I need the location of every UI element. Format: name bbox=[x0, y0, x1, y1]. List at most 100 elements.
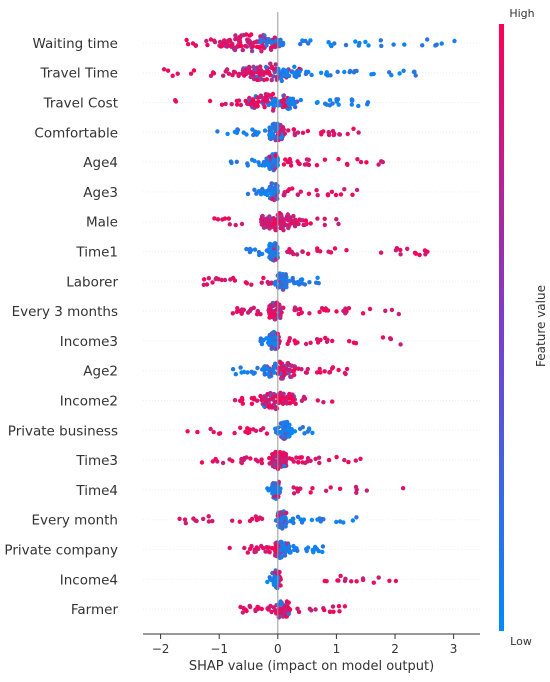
shap-point bbox=[291, 459, 296, 464]
shap-point bbox=[346, 459, 351, 465]
shap-point bbox=[318, 370, 323, 375]
feature-label: Time1 bbox=[75, 245, 118, 261]
shap-point bbox=[405, 246, 410, 251]
shap-point bbox=[342, 187, 347, 192]
shap-point bbox=[227, 545, 232, 551]
shap-point bbox=[268, 135, 273, 140]
shap-point bbox=[278, 524, 283, 529]
shap-point bbox=[278, 546, 284, 552]
shap-point bbox=[277, 570, 282, 575]
shap-point bbox=[249, 516, 255, 522]
shap-point bbox=[195, 429, 200, 435]
shap-point bbox=[273, 250, 278, 255]
shap-point bbox=[273, 153, 278, 158]
shap-point bbox=[393, 248, 399, 253]
shap-point bbox=[273, 426, 278, 431]
shap-point bbox=[267, 222, 272, 227]
shap-point bbox=[230, 72, 235, 78]
shap-point bbox=[258, 37, 263, 42]
shap-point bbox=[296, 460, 301, 465]
shap-point bbox=[229, 102, 234, 107]
shap-point bbox=[184, 37, 189, 43]
shap-point bbox=[300, 38, 305, 43]
shap-point bbox=[342, 69, 347, 75]
shap-point bbox=[254, 545, 259, 550]
shap-point bbox=[388, 336, 393, 341]
shap-point bbox=[265, 217, 270, 223]
shap-point bbox=[255, 77, 260, 83]
shap-point bbox=[342, 457, 347, 463]
shap-point bbox=[351, 340, 357, 345]
shap-point bbox=[249, 48, 255, 54]
shap-point bbox=[342, 604, 348, 609]
shap-point bbox=[305, 128, 311, 134]
shap-point bbox=[345, 162, 350, 167]
shap-point bbox=[278, 599, 283, 604]
shap-point bbox=[267, 315, 272, 320]
shap-point bbox=[397, 71, 402, 76]
shap-point bbox=[283, 524, 288, 529]
shap-point bbox=[313, 607, 318, 612]
shap-point bbox=[358, 159, 364, 165]
shap-point bbox=[240, 47, 245, 53]
shap-point bbox=[336, 221, 341, 227]
shap-point bbox=[265, 579, 270, 585]
shap-point bbox=[287, 336, 292, 341]
shap-point bbox=[346, 306, 352, 311]
shap-point bbox=[328, 609, 333, 614]
shap-point bbox=[273, 430, 279, 435]
shap-point bbox=[350, 518, 356, 523]
shap-point bbox=[262, 401, 268, 407]
shap-point bbox=[355, 157, 360, 162]
shap-point bbox=[249, 543, 254, 549]
shap-point bbox=[245, 550, 250, 555]
shap-point bbox=[396, 311, 401, 317]
shap-point bbox=[242, 545, 247, 551]
shap-point bbox=[249, 401, 255, 406]
shap-point bbox=[230, 41, 235, 47]
shap-point bbox=[208, 426, 213, 432]
shap-point bbox=[330, 338, 335, 344]
shap-point bbox=[291, 520, 296, 526]
shap-point bbox=[320, 549, 325, 555]
feature-label: Age3 bbox=[83, 185, 118, 201]
shap-point bbox=[191, 68, 197, 73]
shap-point bbox=[271, 457, 276, 462]
shap-point bbox=[269, 40, 274, 45]
shap-point bbox=[161, 67, 167, 72]
colorbar-high-label: High bbox=[509, 7, 534, 20]
shap-point bbox=[354, 579, 359, 584]
shap-point bbox=[279, 602, 284, 607]
shap-point bbox=[266, 102, 271, 108]
shap-point bbox=[207, 98, 213, 104]
shap-point bbox=[210, 518, 215, 524]
shap-point bbox=[376, 162, 381, 167]
shap-point bbox=[353, 458, 358, 463]
shap-point bbox=[269, 311, 274, 316]
shap-point bbox=[268, 603, 273, 609]
x-tick-label: 3 bbox=[450, 642, 458, 656]
shap-point bbox=[413, 251, 419, 256]
shap-point bbox=[252, 187, 257, 192]
shap-point bbox=[296, 221, 301, 227]
feature-label: Age4 bbox=[83, 155, 118, 171]
shap-point bbox=[276, 400, 281, 406]
shap-point bbox=[257, 70, 262, 76]
shap-point bbox=[267, 550, 272, 555]
shap-point bbox=[288, 160, 293, 165]
shap-point bbox=[313, 456, 318, 462]
shap-point bbox=[292, 364, 297, 369]
shap-point bbox=[288, 163, 294, 168]
shap-point bbox=[330, 101, 335, 106]
shap-point bbox=[317, 366, 322, 372]
shap-point bbox=[233, 37, 238, 42]
shap-point bbox=[316, 281, 321, 286]
shap-point bbox=[295, 548, 300, 553]
shap-point bbox=[216, 431, 222, 436]
shap-point bbox=[264, 156, 269, 161]
shap-point bbox=[345, 131, 350, 137]
shap-point bbox=[291, 485, 296, 490]
shap-point bbox=[292, 307, 297, 313]
shap-point bbox=[278, 463, 283, 469]
shap-point bbox=[332, 246, 338, 251]
